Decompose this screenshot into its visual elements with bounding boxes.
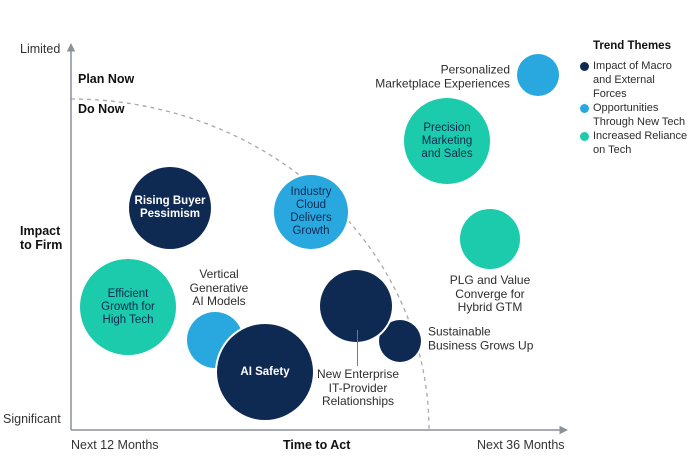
label-connector-line: [357, 330, 358, 366]
x-axis-title: Time to Act: [283, 438, 351, 452]
y-axis-top-label: Limited: [20, 42, 61, 56]
x-axis-right-label: Next 36 Months: [477, 438, 565, 452]
y-axis-title: Impact to Firm: [20, 224, 63, 252]
bubble-label-new-enterprise-it-provider-relationships: New Enterprise IT-Provider Relationships: [316, 366, 400, 408]
bubble-label-sustainable-business-grows-up: Sustainable Business Grows Up: [428, 324, 534, 352]
legend-item-label: Increased Reliance on Tech: [593, 130, 688, 156]
bubble-industry-cloud-delivers-growth: Industry Cloud Delivers Growth: [274, 175, 348, 249]
bubble-ai-safety: AI Safety: [217, 324, 313, 420]
y-axis-bottom-label: Significant: [3, 412, 61, 426]
legend-dot-teal-icon: [580, 131, 589, 141]
bubble-label-efficient-growth-for-high-tech: Efficient Growth for High Tech: [101, 287, 155, 326]
bubble-label-personalized-marketplace-experiences: Personalized Marketplace Experiences: [375, 62, 510, 90]
bubble-precision-marketing-and-sales: Precision Marketing and Sales: [404, 98, 490, 184]
legend-item-opportunities-new-tech: Opportunities Through New Tech: [580, 101, 687, 129]
legend-item-label: Impact of Macro and External Forces: [593, 60, 672, 100]
bubble-personalized-marketplace-experiences: [517, 54, 559, 96]
bubble-sustainable-business-grows-up: [379, 320, 421, 362]
legend-dot-navy-icon: [580, 61, 589, 71]
bubble-new-enterprise-it-provider-relationships: [320, 270, 392, 342]
legend-item-impact-of-macro: Impact of Macro and External Forces: [580, 59, 687, 101]
legend-item-label: Opportunities Through New Tech: [593, 102, 686, 128]
bubble-efficient-growth-for-high-tech: Efficient Growth for High Tech: [80, 259, 176, 355]
bubble-label-rising-buyer-pessimism: Rising Buyer Pessimism: [134, 195, 206, 220]
plan-now-zone-label: Plan Now: [78, 72, 135, 86]
bubble-label-vertical-generative-ai-models: Vertical Generative AI Models: [189, 266, 249, 308]
bubble-label-industry-cloud-delivers-growth: Industry Cloud Delivers Growth: [290, 186, 332, 237]
bubble-label-plg-and-value-converge-for-hybrid-gtm: PLG and Value Converge for Hybrid GTM: [449, 272, 531, 314]
legend-dot-blue-icon: [580, 103, 589, 113]
legend: Trend Themes Impact of Macro and Externa…: [580, 40, 687, 157]
bubble-rising-buyer-pessimism: Rising Buyer Pessimism: [129, 167, 211, 249]
bubble-plg-and-value-converge-for-hybrid-gtm: [460, 209, 520, 269]
legend-title: Trend Themes: [593, 40, 671, 52]
bubble-label-precision-marketing-and-sales: Precision Marketing and Sales: [421, 121, 473, 160]
legend-item-increased-reliance: Increased Reliance on Tech: [580, 129, 687, 157]
do-now-zone-label: Do Now: [78, 102, 125, 116]
bubble-label-ai-safety: AI Safety: [240, 365, 290, 378]
x-axis-left-label: Next 12 Months: [71, 438, 159, 452]
